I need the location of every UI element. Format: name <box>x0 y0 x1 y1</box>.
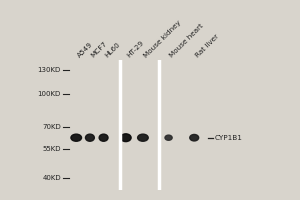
Ellipse shape <box>85 134 94 141</box>
Text: HT-29: HT-29 <box>126 40 145 59</box>
Ellipse shape <box>121 134 131 142</box>
Text: 40KD: 40KD <box>42 175 61 181</box>
Ellipse shape <box>190 134 199 141</box>
Text: A549: A549 <box>76 41 94 59</box>
Text: 130KD: 130KD <box>38 67 61 73</box>
Ellipse shape <box>165 135 172 140</box>
Ellipse shape <box>99 134 108 141</box>
Text: Mouse kidney: Mouse kidney <box>143 19 182 59</box>
Text: Mouse heart: Mouse heart <box>169 23 205 59</box>
Text: 70KD: 70KD <box>42 124 61 130</box>
Ellipse shape <box>138 134 148 141</box>
Text: CYP1B1: CYP1B1 <box>215 135 243 141</box>
Ellipse shape <box>71 134 82 141</box>
Text: HL60: HL60 <box>103 41 121 59</box>
Text: MCF7: MCF7 <box>90 40 108 59</box>
Text: 100KD: 100KD <box>38 91 61 97</box>
Text: 55KD: 55KD <box>42 146 61 152</box>
Text: Rat liver: Rat liver <box>194 33 220 59</box>
